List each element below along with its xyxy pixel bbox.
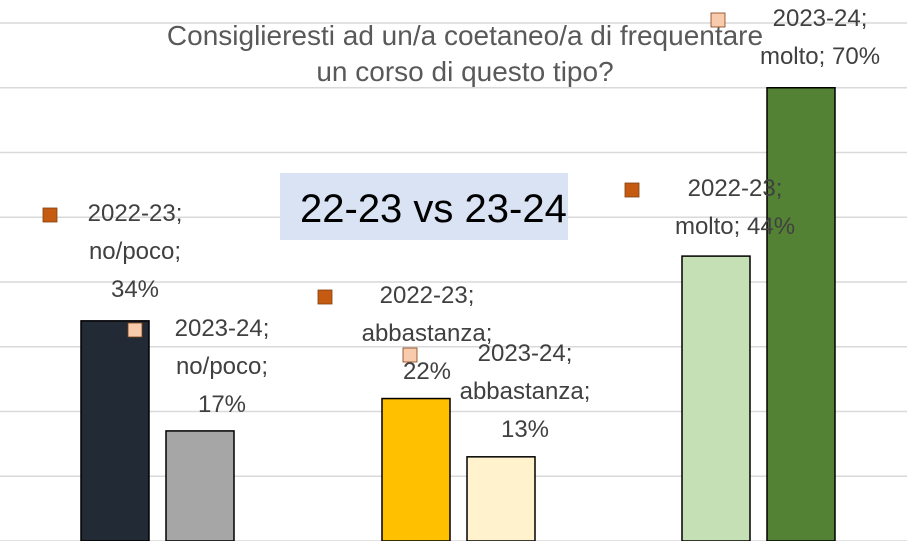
bars bbox=[80, 87, 836, 541]
label-marker bbox=[127, 322, 143, 338]
data-labels: 2022-23; no/poco; 34% 2023-24; no/poco; 17% 20… bbox=[42, 5, 880, 443]
data-label: 2022-23; abbastanza; 22% bbox=[362, 282, 493, 385]
bar bbox=[165, 430, 235, 541]
label-marker bbox=[317, 289, 333, 305]
chart-title: Consiglieresti ad un/a coetaneo/a di fre… bbox=[166, 20, 764, 87]
bar bbox=[681, 255, 751, 541]
data-label: 2022-23; molto; 44% bbox=[675, 175, 795, 240]
bar bbox=[466, 456, 536, 541]
bar bbox=[766, 87, 836, 541]
annotation-holder: 22-23 vs 23-24 bbox=[280, 173, 568, 240]
annotation: 22-23 vs 23-24 bbox=[280, 173, 568, 240]
title-holder: Consiglieresti ad un/a coetaneo/a di fre… bbox=[166, 20, 764, 87]
bar bbox=[381, 397, 451, 541]
label-marker bbox=[42, 207, 58, 223]
data-label: 2023-24; no/poco; 17% bbox=[175, 315, 270, 418]
bar bbox=[80, 320, 150, 541]
label-marker bbox=[402, 347, 418, 363]
label-marker bbox=[710, 12, 726, 28]
data-label: 2023-24; abbastanza; 13% bbox=[460, 340, 591, 443]
label-marker bbox=[624, 182, 640, 198]
data-label: 2022-23; no/poco; 34% bbox=[88, 200, 183, 303]
data-label: 2023-24; molto; 70% bbox=[760, 5, 880, 70]
